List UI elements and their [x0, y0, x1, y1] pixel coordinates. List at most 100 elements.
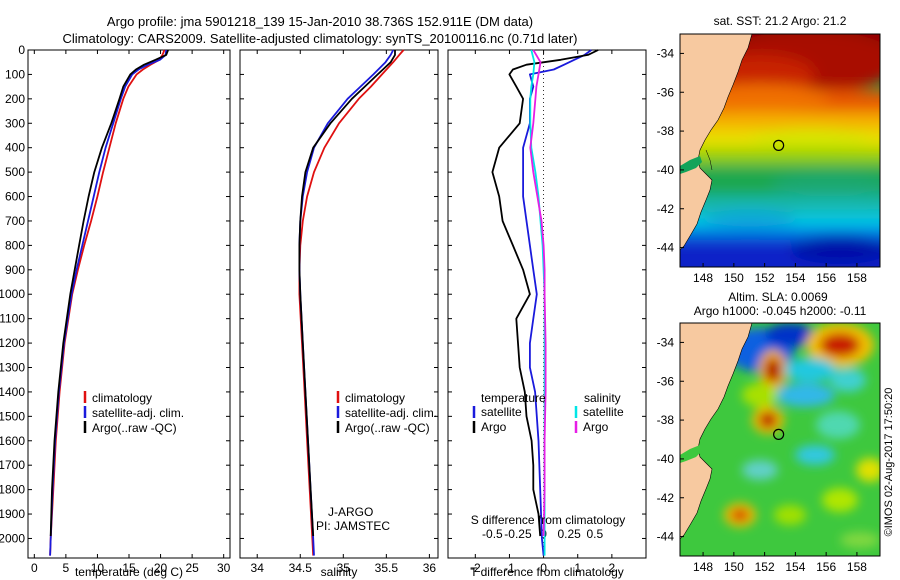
- sla-map-ticks: 148 150 152 154 156 158 -34 -36 -38 -40 -42 -44: [657, 335, 868, 574]
- legend-satellite-label: satellite-adj. clim.: [345, 406, 437, 420]
- legend-temp-argo-label: Argo: [481, 420, 507, 434]
- depth-tick-label: 700: [5, 214, 25, 228]
- sst-lat-tick-label: -44: [657, 241, 675, 255]
- salinity-series-argo-raw-qc-: [298, 50, 396, 537]
- float-pi-label: PI: JAMSTEC: [316, 519, 390, 533]
- temperature-legend: climatology satellite-adj. clim. Argo(..…: [83, 391, 184, 435]
- sst-lon-tick-label: 156: [816, 271, 836, 285]
- sst-lat-tick-label: -38: [657, 124, 675, 138]
- sst-map-ticks: 148 150 152 154 156 158 -34 -36 -38 -40 -42 -44: [657, 46, 868, 285]
- sla-lat-tick-label: -38: [657, 413, 675, 427]
- sst-color-field: [680, 34, 880, 267]
- depth-tick-label: 1000: [0, 287, 25, 301]
- depth-tick-label: 1200: [0, 336, 25, 350]
- sst-lat-tick-label: -34: [657, 46, 675, 60]
- sst-argo-location-marker: [773, 139, 785, 151]
- salinity-xtick-label: 36: [423, 561, 437, 575]
- differences-xtick-label: 2: [609, 561, 616, 575]
- depth-tick-label: 900: [5, 263, 25, 277]
- depth-tick-label: 400: [5, 141, 25, 155]
- depth-tick-label: 1500: [0, 409, 25, 423]
- salinity-xtick-label: 34: [251, 561, 265, 575]
- temperature-plot-frame: [27, 49, 231, 559]
- legend-satellite-label: satellite-adj. clim.: [92, 406, 184, 420]
- figure-title-line1: Argo profile: jma 5901218_139 15-Jan-201…: [107, 14, 533, 29]
- s-diff-tick-label: 0.5: [586, 527, 603, 541]
- temperature-xtick-label: 25: [185, 561, 199, 575]
- temperature-series-argo-raw-qc-: [49, 49, 169, 537]
- depth-tick-label: 300: [5, 116, 25, 130]
- sla-lat-tick-label: -40: [657, 452, 675, 466]
- temperature-xtick-label: 10: [91, 561, 105, 575]
- sla-lon-tick-label: 158: [847, 560, 867, 574]
- depth-tick-label: 800: [5, 238, 25, 252]
- difference-legend: temperature salinity satellite Argo sate…: [471, 391, 626, 527]
- sla-lon-tick-label: 152: [755, 560, 775, 574]
- sst-lon-tick-label: 158: [847, 271, 867, 285]
- sla-argo-location-marker: [773, 428, 785, 440]
- salinity-xtick-label: 35.5: [375, 561, 399, 575]
- differences-series-temperature-satellite: [522, 49, 592, 556]
- depth-tick-label: 1100: [0, 312, 25, 326]
- sla-bay-water: [680, 445, 702, 463]
- salinity-panel: 34 34.5 35 35.5 36 salinity: [239, 49, 439, 579]
- depth-tick-label: 1300: [0, 361, 25, 375]
- temperature-xtick-label: 0: [31, 561, 38, 575]
- sst-map-title: sat. SST: 21.2 Argo: 21.2: [714, 14, 847, 28]
- differences-xtick-label: -2: [470, 561, 481, 575]
- sst-lon-tick-label: 154: [785, 271, 805, 285]
- differences-xtick-label: -1: [504, 561, 515, 575]
- salinity-xtick-label: 35: [337, 561, 351, 575]
- differences-axis-label: T difference from climatology: [470, 565, 624, 579]
- figure-title-line2: Climatology: CARS2009. Satellite-adjuste…: [63, 31, 578, 46]
- sst-lat-tick-label: -40: [657, 163, 675, 177]
- sst-lon-tick-label: 148: [693, 271, 713, 285]
- legend-temp-satellite-label: satellite: [481, 405, 522, 419]
- depth-tick-label: 600: [5, 190, 25, 204]
- differences-series-temperature-argo: [491, 49, 599, 537]
- legend-climatology-label: climatology: [92, 391, 152, 405]
- legend-salinity-header: salinity: [584, 391, 621, 405]
- salinity-axis-label: salinity: [321, 565, 358, 579]
- salinity-plot-frame: [239, 49, 439, 559]
- sst-lon-tick-label: 152: [755, 271, 775, 285]
- s-diff-tick-label: -0.5: [482, 527, 503, 541]
- legend-argo-label: Argo(..raw -QC): [92, 421, 177, 435]
- temperature-xtick-label: 5: [63, 561, 70, 575]
- depth-tick-label: 100: [5, 67, 25, 81]
- sla-lon-tick-label: 150: [724, 560, 744, 574]
- sst-lat-tick-label: -36: [657, 85, 675, 99]
- temperature-xtick-label: 15: [122, 561, 136, 575]
- sla-map-subtitle: Argo h1000: -0.045 h2000: -0.11: [694, 304, 867, 318]
- temperature-axis-label: temperature (deg C): [75, 565, 183, 579]
- differences-xtick-label: 0: [540, 561, 547, 575]
- depth-tick-label: 1900: [0, 507, 25, 521]
- sst-map-frame: [679, 33, 881, 268]
- differences-series-salinity-argo: [529, 49, 547, 537]
- legend-sal-satellite-label: satellite: [583, 405, 624, 419]
- s-diff-tick-label: -0.25: [504, 527, 532, 541]
- sla-lat-tick-label: -34: [657, 335, 675, 349]
- sst-coast-detail: [705, 149, 713, 171]
- sla-lat-tick-label: -42: [657, 491, 675, 505]
- sla-lon-tick-label: 148: [693, 560, 713, 574]
- depth-tick-label: 1600: [0, 434, 25, 448]
- sst-land-mass: [680, 34, 753, 251]
- depth-tick-label: 1700: [0, 458, 25, 472]
- legend-sal-argo-label: Argo: [583, 420, 609, 434]
- salinity-legend: climatology satellite-adj. clim. Argo(..…: [316, 391, 437, 533]
- depth-tick-label: 500: [5, 165, 25, 179]
- depth-tick-label: 2000: [0, 531, 25, 545]
- depth-tick-label: 1800: [0, 483, 25, 497]
- depth-tick-label: 200: [5, 92, 25, 106]
- sla-map-title: Altim. SLA: 0.0069: [728, 290, 828, 304]
- sla-lon-tick-label: 154: [785, 560, 805, 574]
- legend-argo-label: Argo(..raw -QC): [345, 421, 430, 435]
- sla-land-mass: [680, 323, 753, 540]
- difference-panel: -2 -1 0 1 2T difference from climatology -0.5…: [447, 49, 647, 579]
- float-program-label: J-ARGO: [328, 505, 373, 519]
- salinity-xtick-label: 34.5: [289, 561, 313, 575]
- sst-lat-tick-label: -42: [657, 202, 675, 216]
- sst-bay-water: [680, 156, 702, 174]
